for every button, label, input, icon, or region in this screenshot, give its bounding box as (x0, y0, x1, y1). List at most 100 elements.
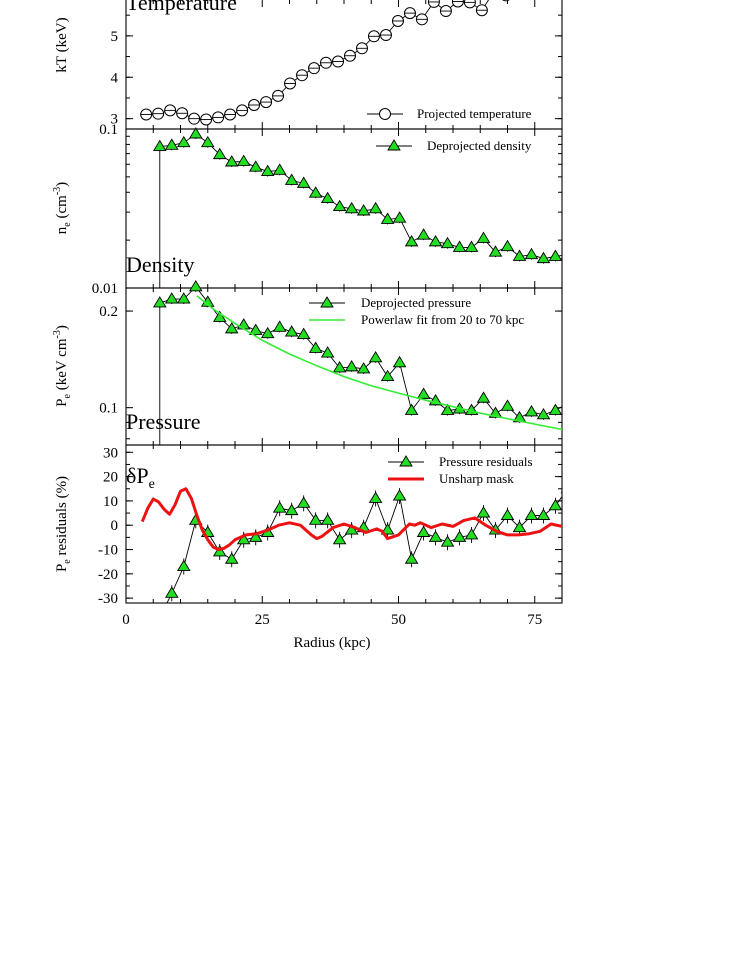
y-tick-label: 5 (111, 29, 119, 45)
data-point (524, 508, 539, 520)
x-tick-label: 50 (391, 612, 406, 628)
residuals-y-axis-label: Pe residuals (%) (54, 476, 73, 572)
data-point (296, 327, 311, 339)
data-point (380, 212, 395, 224)
data-point (416, 228, 431, 240)
data-point (212, 310, 227, 322)
data-point (428, 235, 443, 247)
pressure-legend: Deprojected pressure Powerlaw fit from 2… (309, 295, 524, 327)
data-point (308, 341, 323, 353)
data-point (392, 355, 407, 368)
data-point (164, 138, 179, 150)
data-point (560, 256, 562, 260)
data-point (416, 525, 431, 537)
data-point (308, 186, 323, 198)
data-point (488, 245, 503, 257)
data-point (272, 501, 287, 513)
data-point (154, 612, 166, 622)
data-point (212, 147, 227, 160)
data-point (404, 235, 419, 247)
data-point (502, 0, 510, 2)
pressure-y-axis-label: Pe (keV cm-3) (52, 325, 73, 407)
data-point (512, 249, 527, 261)
y-tick-label: 20 (103, 470, 118, 486)
y-tick-label: -10 (98, 543, 118, 559)
data-point (416, 387, 431, 399)
y-tick-label: 10 (103, 494, 118, 510)
temperature-marks (140, 0, 510, 126)
x-tick-label: 75 (527, 612, 542, 628)
data-point (548, 249, 562, 261)
data-point (224, 155, 239, 167)
data-point (284, 173, 299, 185)
data-point (392, 211, 407, 223)
series-line-1 (196, 295, 562, 431)
panel-temperature-title: Temperature (126, 0, 237, 15)
data-point (440, 403, 455, 415)
data-point (248, 323, 263, 335)
data-point (296, 176, 311, 188)
y-tick-label: 6 (111, 0, 119, 3)
data-point (500, 239, 515, 252)
data-point (344, 360, 359, 372)
data-point (368, 350, 383, 363)
data-point (212, 545, 227, 557)
data-point (524, 247, 539, 260)
residuals-y-ticks: -30 -20 -10 0 10 20 30 (98, 445, 562, 607)
data-point (356, 362, 371, 374)
y-tick-label: 0.01 (92, 281, 118, 297)
data-point (272, 320, 287, 332)
data-point (248, 530, 263, 542)
data-point (368, 201, 383, 214)
y-tick-label: 0.2 (99, 304, 118, 320)
pressure-marks (152, 279, 562, 445)
data-point (200, 135, 215, 148)
temperature-y-ticks: 3 4 5 6 (111, 0, 562, 129)
data-point (320, 191, 335, 204)
data-point (536, 407, 551, 420)
x-axis-ticks: 0 25 50 75 (122, 612, 542, 628)
legend-deprojected-density-label: Deprojected density (427, 138, 532, 153)
panel-residuals-title: δPe (126, 463, 155, 492)
data-point (464, 240, 479, 252)
data-point (452, 530, 467, 542)
y-tick-label: 4 (111, 70, 119, 86)
data-point (356, 204, 371, 216)
data-point (380, 523, 395, 535)
data-point (284, 503, 299, 516)
data-point (260, 326, 275, 339)
data-point (440, 535, 455, 547)
density-y-axis-label: ne (cm-3) (52, 182, 73, 234)
panel-density: Density ne (cm-3) 0.010.1 Deprojected de… (52, 122, 563, 297)
data-point (464, 528, 479, 540)
data-point (188, 279, 203, 292)
data-point (476, 506, 491, 518)
data-point (224, 322, 239, 334)
legend-projected-temperature-marker (379, 108, 391, 120)
data-point (427, 0, 440, 8)
data-point (332, 361, 347, 373)
legend-deprojected-pressure-label: Deprojected pressure (361, 295, 471, 310)
legend-deprojected-density-marker (387, 139, 401, 151)
density-legend: Deprojected density (376, 138, 532, 153)
data-point (463, 0, 476, 9)
data-point (404, 552, 419, 564)
data-point (380, 369, 395, 382)
panel-temperature: Temperature kT (keV) 3 4 5 6 Projected temp… (54, 0, 563, 130)
data-point (500, 399, 515, 411)
data-point (260, 164, 275, 176)
data-point (320, 346, 335, 358)
data-point (152, 139, 167, 152)
data-point (176, 559, 191, 571)
data-point (560, 405, 562, 408)
y-tick-label: 0.1 (99, 122, 118, 138)
legend-unsharp-mask-label: Unsharp mask (439, 471, 514, 486)
y-tick-label: -30 (98, 591, 118, 607)
temperature-y-axis-label: kT (keV) (54, 17, 70, 72)
data-point (476, 391, 491, 403)
data-point (152, 296, 167, 308)
data-point (248, 160, 263, 172)
data-point (320, 513, 335, 525)
y-tick-label: 3 (111, 112, 119, 128)
data-point (332, 532, 347, 545)
